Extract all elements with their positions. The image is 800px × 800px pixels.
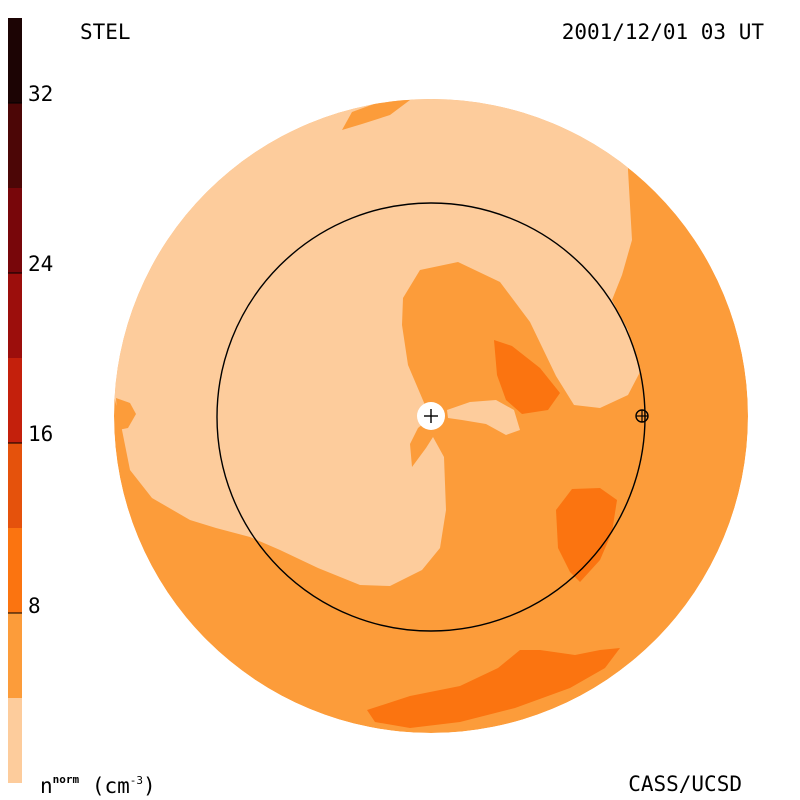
colorbar-band-7 (8, 103, 22, 188)
earth-marker (635, 409, 649, 423)
quantity-superscript: norm (52, 773, 80, 786)
high-density-ne-blob (494, 340, 560, 414)
colorbar-units-label: nnorm (cm-3) (40, 774, 156, 797)
colorbar-tick-label-24: 24 (28, 252, 54, 276)
sun-marker (417, 402, 445, 430)
colorbar-band-2 (8, 528, 22, 613)
colorbar-band-1 (8, 613, 22, 698)
colorbar-band-3 (8, 443, 22, 528)
colorbar-tick-label-8: 8 (28, 594, 41, 618)
instrument-label: STEL (80, 20, 131, 44)
datetime-label: 2001/12/01 03 UT (561, 20, 764, 44)
unit-exponent: -3 (129, 774, 143, 787)
colorbar-band-4 (8, 358, 22, 443)
mid-density-notch (116, 398, 136, 430)
high-density-se-blob (556, 488, 617, 582)
credit-label: CASS/UCSD (628, 772, 742, 796)
quantity-symbol: n (40, 774, 53, 798)
colorbar-tick-label-32: 32 (28, 82, 54, 106)
low-density-finger (447, 400, 520, 435)
colorbar-band-6 (8, 188, 22, 273)
unit-suffix: ) (143, 774, 156, 798)
colorbar-tick-label-16: 16 (28, 422, 54, 446)
colorbar (8, 18, 22, 783)
earth-orbit-ring (216, 202, 646, 632)
high-density-south-band (367, 648, 620, 728)
mid-density-top-cloud (342, 100, 410, 130)
unit-prefix: (cm (91, 774, 130, 798)
colorbar-band-8 (8, 18, 22, 103)
colorbar-band-0 (8, 698, 22, 783)
colorbar-band-5 (8, 273, 22, 358)
low-density-region (114, 99, 640, 586)
